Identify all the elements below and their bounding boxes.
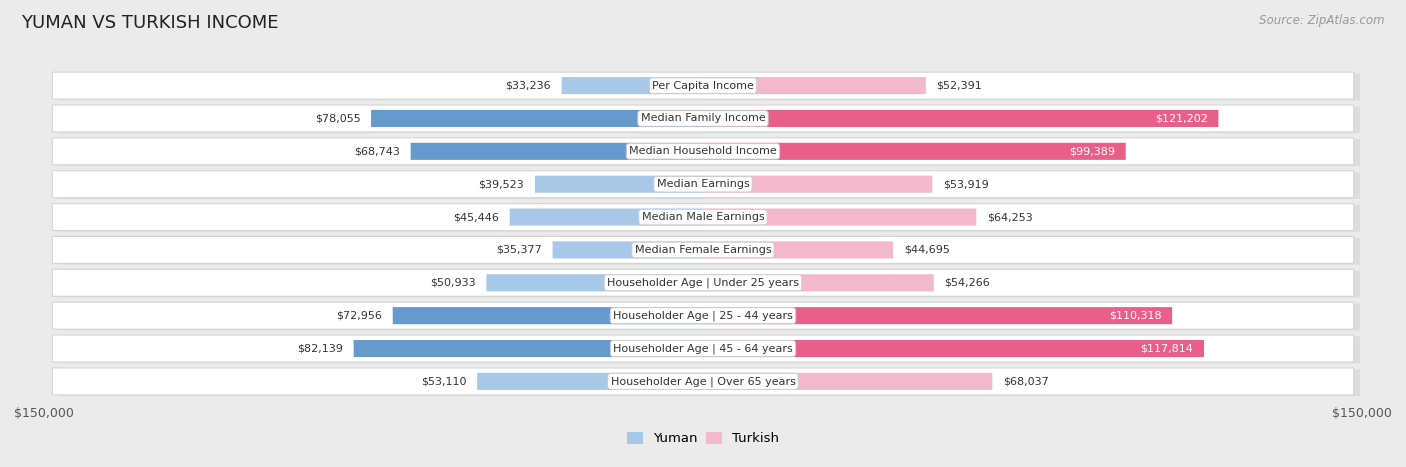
FancyBboxPatch shape — [52, 204, 1354, 231]
Text: $72,956: $72,956 — [336, 311, 382, 321]
FancyBboxPatch shape — [52, 72, 1354, 99]
Text: Median Female Earnings: Median Female Earnings — [634, 245, 772, 255]
FancyBboxPatch shape — [371, 110, 703, 127]
Text: $64,253: $64,253 — [987, 212, 1032, 222]
Text: $68,743: $68,743 — [354, 146, 401, 156]
FancyBboxPatch shape — [703, 176, 932, 193]
Text: Per Capita Income: Per Capita Income — [652, 81, 754, 91]
Text: YUMAN VS TURKISH INCOME: YUMAN VS TURKISH INCOME — [21, 14, 278, 32]
Text: Median Earnings: Median Earnings — [657, 179, 749, 189]
FancyBboxPatch shape — [703, 340, 1204, 357]
Text: $117,814: $117,814 — [1140, 344, 1194, 354]
FancyBboxPatch shape — [703, 143, 1126, 160]
Text: Householder Age | Over 65 years: Householder Age | Over 65 years — [610, 376, 796, 387]
Text: $53,110: $53,110 — [420, 376, 467, 386]
Text: $99,389: $99,389 — [1069, 146, 1115, 156]
Text: $52,391: $52,391 — [936, 81, 983, 91]
Text: $82,139: $82,139 — [297, 344, 343, 354]
Text: Median Male Earnings: Median Male Earnings — [641, 212, 765, 222]
Text: $150,000: $150,000 — [14, 407, 75, 420]
FancyBboxPatch shape — [59, 73, 1360, 100]
FancyBboxPatch shape — [354, 340, 703, 357]
Text: Householder Age | Under 25 years: Householder Age | Under 25 years — [607, 277, 799, 288]
FancyBboxPatch shape — [411, 143, 703, 160]
Text: $45,446: $45,446 — [453, 212, 499, 222]
FancyBboxPatch shape — [703, 307, 1173, 324]
FancyBboxPatch shape — [52, 269, 1354, 296]
FancyBboxPatch shape — [52, 138, 1354, 165]
FancyBboxPatch shape — [52, 171, 1354, 198]
Text: $78,055: $78,055 — [315, 113, 360, 123]
FancyBboxPatch shape — [59, 106, 1360, 133]
Text: $110,318: $110,318 — [1109, 311, 1161, 321]
FancyBboxPatch shape — [510, 209, 703, 226]
Text: $150,000: $150,000 — [1331, 407, 1392, 420]
FancyBboxPatch shape — [486, 274, 703, 291]
FancyBboxPatch shape — [59, 304, 1360, 331]
FancyBboxPatch shape — [703, 77, 925, 94]
Text: $39,523: $39,523 — [478, 179, 524, 189]
FancyBboxPatch shape — [52, 236, 1354, 263]
Text: $68,037: $68,037 — [1002, 376, 1049, 386]
Text: $50,933: $50,933 — [430, 278, 475, 288]
Text: Householder Age | 45 - 64 years: Householder Age | 45 - 64 years — [613, 343, 793, 354]
Text: $121,202: $121,202 — [1154, 113, 1208, 123]
FancyBboxPatch shape — [52, 335, 1354, 362]
Text: Median Family Income: Median Family Income — [641, 113, 765, 123]
FancyBboxPatch shape — [59, 205, 1360, 232]
FancyBboxPatch shape — [59, 271, 1360, 297]
FancyBboxPatch shape — [392, 307, 703, 324]
Text: $53,919: $53,919 — [943, 179, 988, 189]
FancyBboxPatch shape — [59, 336, 1360, 363]
FancyBboxPatch shape — [703, 241, 893, 258]
FancyBboxPatch shape — [703, 110, 1219, 127]
FancyBboxPatch shape — [52, 105, 1354, 132]
Text: $35,377: $35,377 — [496, 245, 541, 255]
Text: $33,236: $33,236 — [505, 81, 551, 91]
FancyBboxPatch shape — [703, 373, 993, 390]
Text: $54,266: $54,266 — [945, 278, 990, 288]
FancyBboxPatch shape — [52, 368, 1354, 395]
FancyBboxPatch shape — [59, 369, 1360, 396]
FancyBboxPatch shape — [561, 77, 703, 94]
FancyBboxPatch shape — [59, 238, 1360, 265]
FancyBboxPatch shape — [553, 241, 703, 258]
FancyBboxPatch shape — [703, 209, 976, 226]
FancyBboxPatch shape — [534, 176, 703, 193]
FancyBboxPatch shape — [703, 274, 934, 291]
Text: Median Household Income: Median Household Income — [628, 146, 778, 156]
FancyBboxPatch shape — [59, 172, 1360, 199]
Text: Source: ZipAtlas.com: Source: ZipAtlas.com — [1260, 14, 1385, 27]
Legend: Yuman, Turkish: Yuman, Turkish — [621, 426, 785, 451]
Text: $44,695: $44,695 — [904, 245, 949, 255]
FancyBboxPatch shape — [52, 302, 1354, 329]
FancyBboxPatch shape — [59, 139, 1360, 166]
Text: Householder Age | 25 - 44 years: Householder Age | 25 - 44 years — [613, 311, 793, 321]
FancyBboxPatch shape — [477, 373, 703, 390]
